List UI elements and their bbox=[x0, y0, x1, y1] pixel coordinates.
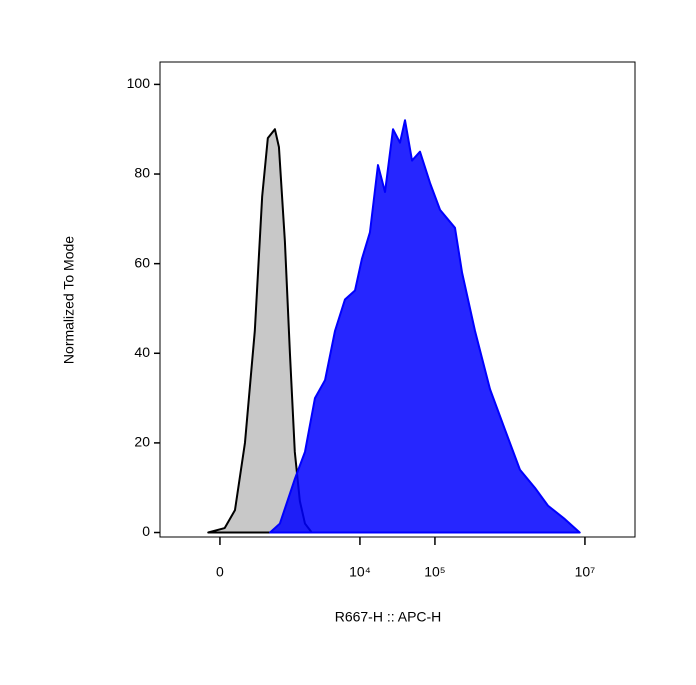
x-tick-label: 10⁵ bbox=[424, 564, 445, 580]
x-tick-label: 10⁴ bbox=[349, 564, 371, 580]
plot-frame bbox=[159, 61, 636, 538]
x-tick-label: 10⁷ bbox=[575, 564, 596, 580]
y-tick-label: 20 bbox=[134, 434, 150, 450]
y-tick-label: 60 bbox=[134, 254, 150, 270]
y-tick-label: 100 bbox=[127, 75, 151, 91]
y-axis-label: Normalized To Mode bbox=[61, 236, 77, 364]
x-axis-label: R667-H :: APC-H bbox=[335, 609, 442, 625]
y-tick-label: 0 bbox=[142, 523, 150, 539]
y-tick-label: 40 bbox=[134, 344, 150, 360]
histogram-area bbox=[269, 119, 581, 534]
y-tick-label: 80 bbox=[134, 165, 150, 181]
x-tick-label: 0 bbox=[216, 564, 224, 580]
